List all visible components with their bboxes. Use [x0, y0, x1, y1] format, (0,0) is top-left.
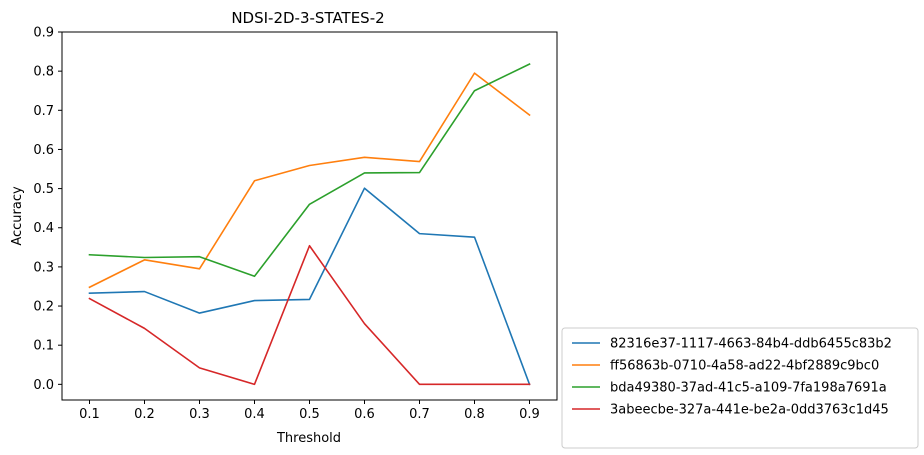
series-line-3	[88, 63, 531, 278]
x-tick-label: 0.5	[299, 407, 320, 422]
legend-label: 3abeecbe-327a-441e-be2a-0dd3763c1d45	[610, 403, 889, 418]
legend-box	[561, 327, 919, 449]
x-tick-label: 0.1	[79, 407, 100, 422]
series-line-2	[88, 72, 531, 289]
y-tick-label: 0.8	[33, 65, 54, 80]
x-tick-label: 0.2	[134, 407, 155, 422]
legend: 82316e37-1117-4663-84b4-ddb6455c83b2 ff56…	[561, 327, 919, 449]
y-tick-label: 0.4	[33, 221, 54, 236]
series-line-4	[88, 244, 531, 386]
y-axis-label: Accuracy	[10, 186, 25, 246]
legend-label: 82316e37-1117-4663-84b4-ddb6455c83b2	[610, 337, 892, 352]
series-line-1	[88, 187, 531, 386]
legend-label: bda49380-37ad-41c5-a109-7fa198a7691a	[610, 381, 887, 396]
x-tick-label: 0.3	[189, 407, 210, 422]
y-tick-label: 0.5	[33, 182, 54, 197]
y-tick-label: 0.7	[33, 104, 54, 119]
y-tick-label: 0.0	[33, 378, 54, 393]
x-tick-label: 0.8	[464, 407, 485, 422]
y-tick-label: 0.6	[33, 143, 54, 158]
y-tick-label: 0.1	[33, 339, 54, 354]
x-tick-label: 0.6	[354, 407, 375, 422]
plot-area	[88, 63, 531, 386]
x-axis-label: Threshold	[276, 431, 341, 446]
y-tick-label: 0.2	[33, 300, 54, 315]
y-tick-label: 0.9	[33, 26, 54, 41]
chart-title: NDSI-2D-3-STATES-2	[231, 9, 384, 27]
x-tick-label: 0.7	[409, 407, 430, 422]
x-tick-label: 0.4	[244, 407, 265, 422]
x-tick-label: 0.9	[519, 407, 540, 422]
y-tick-label: 0.3	[33, 260, 54, 275]
legend-label: ff56863b-0710-4a58-ad22-4bf2889c9bc0	[610, 359, 879, 374]
